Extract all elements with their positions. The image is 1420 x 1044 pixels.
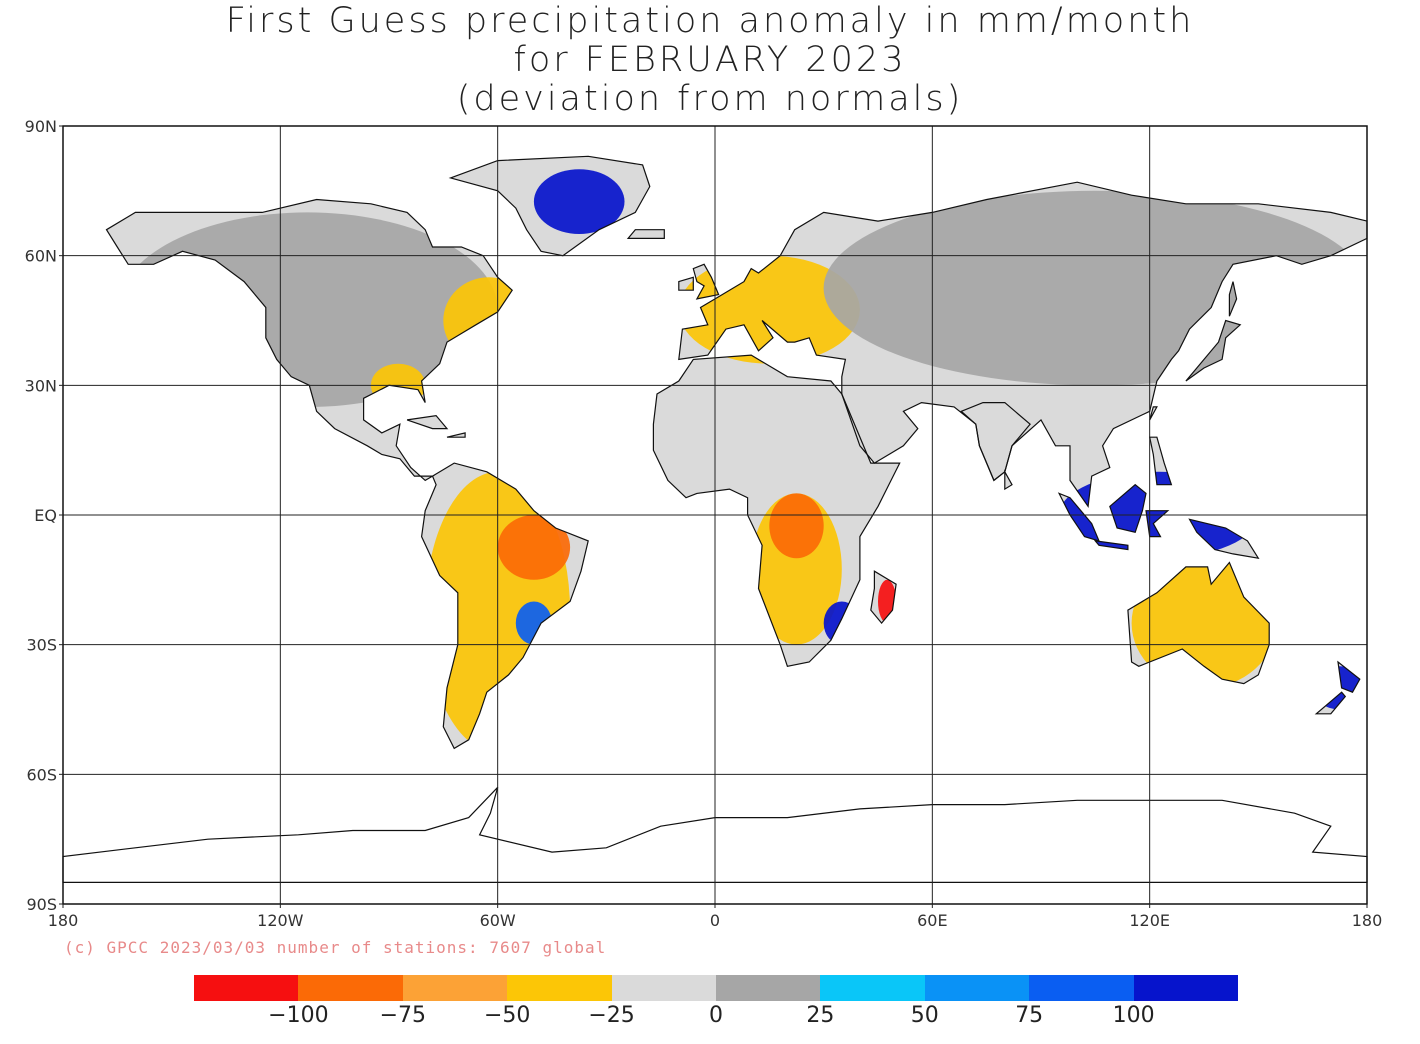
anomaly-field	[106, 156, 1367, 749]
gridlines	[63, 126, 1367, 904]
colorbar-swatch	[1029, 975, 1134, 1001]
anomaly-region-9	[769, 493, 824, 559]
colorbar-label: 50	[910, 1003, 939, 1028]
lat-tick-label: 60N	[25, 247, 57, 266]
lat-tick-label: 90S	[26, 895, 57, 914]
great-britain-coastline	[692, 263, 720, 300]
sakhalin-coastline	[1228, 281, 1238, 317]
colorbar-swatch	[402, 975, 508, 1001]
india-peninsula-coastline	[960, 402, 1031, 482]
cuba-coastline	[406, 414, 449, 430]
lon-tick-label: 120W	[257, 911, 304, 930]
iceland-coastline	[626, 229, 665, 239]
new-zealand-north-coastline	[1337, 660, 1361, 693]
coastlines	[62, 155, 1368, 884]
gpcc-credit: (c) GPCC 2023/03/03 number of stations: …	[64, 938, 607, 957]
iceland-land	[628, 229, 665, 239]
north-america-coastline	[105, 198, 513, 482]
colorbar-swatch	[924, 975, 1030, 1001]
colorbar-swatch	[611, 975, 717, 1001]
lat-tick-label: 30S	[26, 636, 57, 655]
new-zealand-south-coastline	[1314, 691, 1347, 715]
greenland-coastline	[448, 155, 651, 257]
java-coastline	[1093, 540, 1129, 551]
colorbar-label: −75	[379, 1003, 427, 1028]
madagascar-coastline	[870, 570, 897, 625]
colorbar	[194, 975, 1239, 1001]
new-guinea-coastline	[1188, 518, 1260, 560]
sulawesi-coastline	[1145, 510, 1170, 538]
colorbar-swatch	[194, 975, 299, 1001]
lat-tick-label: 90N	[25, 117, 57, 136]
lon-tick-label: 120E	[1129, 911, 1170, 930]
anomaly-region-1	[443, 277, 534, 364]
hispaniola-coastline	[446, 432, 466, 438]
lat-tick-label: 60S	[26, 765, 57, 784]
lon-tick-label: 0	[710, 911, 720, 930]
colorbar-label: 100	[1112, 1003, 1155, 1028]
lat-tick-label: EQ	[34, 506, 57, 525]
lon-tick-label: 180	[1352, 911, 1383, 930]
lat-tick-label: 30N	[25, 376, 57, 395]
philippines-coastline	[1148, 436, 1173, 486]
sri-lanka-coastline	[1004, 469, 1013, 491]
colorbar-swatch	[1133, 975, 1239, 1001]
anomaly-region-14	[932, 385, 1150, 515]
colorbar-label: 0	[709, 1003, 723, 1028]
anomaly-region-4	[497, 515, 571, 580]
japan-coastline	[1185, 319, 1242, 382]
colorbar-swatch	[820, 975, 925, 1001]
anomaly-region-13	[823, 190, 1367, 386]
anomaly-region-5	[515, 601, 553, 645]
colorbar-label: −25	[588, 1003, 635, 1028]
title-line-2: for FEBRUARY 2023	[513, 40, 907, 80]
lon-tick-label: 180	[48, 911, 79, 930]
eurasia-coastline	[678, 181, 1368, 509]
anomaly-region-0	[117, 212, 498, 407]
taiwan-coastline	[1149, 406, 1158, 421]
colorbar-swatch	[716, 975, 821, 1001]
lon-tick-label: 60W	[480, 911, 516, 930]
south-america-coastline	[420, 462, 589, 750]
anomaly-region-16	[1131, 558, 1277, 688]
colorbar-label: 75	[1015, 1003, 1044, 1028]
colorbar-swatch	[507, 975, 612, 1001]
title-line-3: (deviation from normals)	[456, 79, 964, 119]
title-line-1: First Guess precipitation anomaly in mm/…	[225, 1, 1195, 41]
antarctica-coastline	[62, 786, 1368, 884]
ireland-coastline	[678, 276, 694, 291]
anomaly-region-10	[823, 601, 860, 645]
map-title: First Guess precipitation anomaly in mm/…	[0, 2, 1420, 119]
lon-tick-label: 60E	[917, 911, 947, 930]
colorbar-label: −50	[483, 1003, 531, 1028]
colorbar-label: 25	[806, 1003, 835, 1028]
borneo-coastline	[1109, 483, 1147, 534]
colorbar-swatch	[298, 975, 403, 1001]
colorbar-label: −100	[268, 1003, 329, 1028]
africa-coastline	[652, 354, 901, 667]
anomaly-region-6	[533, 169, 625, 235]
